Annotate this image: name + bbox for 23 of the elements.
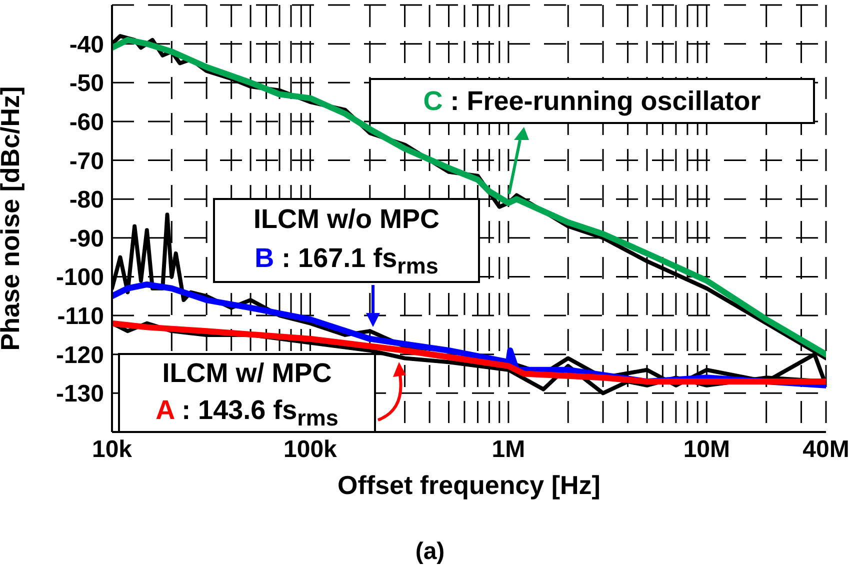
- y-tick-label: -100: [56, 264, 104, 292]
- text: (a): [415, 538, 445, 565]
- annotation: C : Free-running oscillator: [423, 86, 761, 116]
- y-tick-label: -60: [69, 108, 104, 136]
- annotation: ILCM w/ MPC: [162, 358, 332, 388]
- y-tick-label: -80: [69, 186, 104, 214]
- annotation: B : 167.1 fs$_{rms}$: [254, 243, 438, 279]
- y-tick-label: -130: [56, 380, 104, 408]
- y-tick-label: -70: [69, 148, 104, 175]
- x-tick-label: 1M: [492, 436, 526, 464]
- y-axis-title: Phase noise [dBc/Hz]: [0, 86, 26, 351]
- x-tick-label: 100k: [284, 436, 338, 464]
- y-tick-label: -120: [56, 342, 104, 369]
- annotation: A : 143.6 fs$_{rms}$: [156, 394, 338, 430]
- x-axis-title: Offset frequency [Hz]: [338, 470, 600, 500]
- x-tick-label: 10k: [92, 436, 133, 464]
- x-tick-label: 10M: [683, 436, 730, 464]
- y-tick-label: -90: [69, 225, 104, 252]
- y-tick-label: -110: [57, 303, 104, 330]
- y-tick-label: -40: [69, 31, 104, 58]
- y-tick-label: -50: [69, 70, 104, 98]
- x-tick-label: 40M: [802, 436, 850, 464]
- annotation: ILCM w/o MPC: [254, 204, 440, 234]
